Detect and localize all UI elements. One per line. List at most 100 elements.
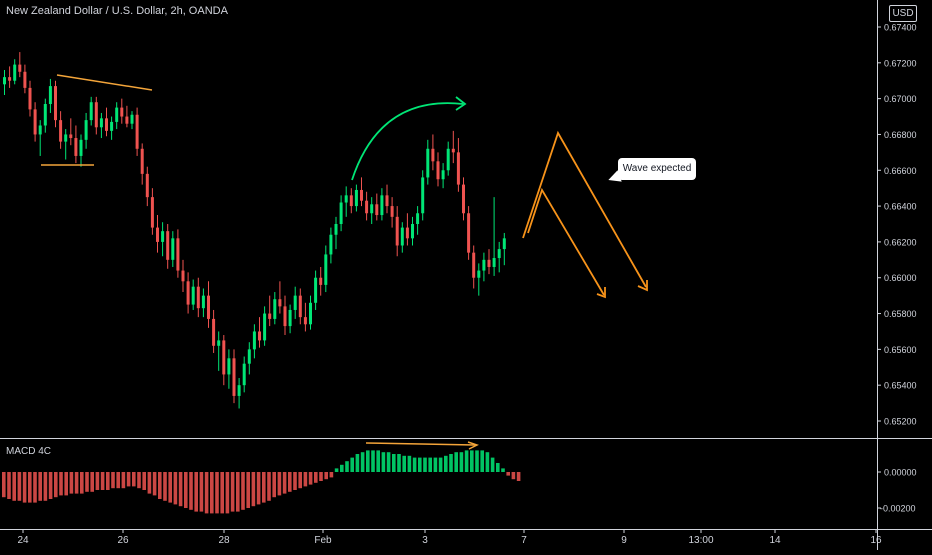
candle <box>278 281 282 314</box>
candle-body <box>380 195 384 216</box>
candle-body <box>339 202 343 224</box>
candle <box>462 177 465 221</box>
candle <box>258 317 261 348</box>
macd-bar <box>256 472 261 505</box>
wave-callout[interactable]: Wave expected <box>618 158 696 180</box>
candle-body <box>171 238 175 260</box>
price-tick-label: 0.66200 <box>884 237 917 247</box>
candle-body <box>99 118 103 128</box>
candle <box>324 245 328 293</box>
time-tick-label: 3 <box>422 535 428 546</box>
macd-bar <box>470 450 474 472</box>
macd-bar <box>126 472 131 487</box>
candle <box>431 134 435 171</box>
candle <box>339 195 343 232</box>
candle-body <box>196 286 200 309</box>
macd-bar <box>459 452 464 472</box>
macd-bar <box>132 472 136 487</box>
candle-body <box>472 252 476 278</box>
candle <box>18 52 22 78</box>
candle-body <box>176 238 180 271</box>
candle <box>446 141 450 176</box>
candle-body <box>3 77 6 85</box>
candle-body <box>309 302 312 325</box>
candle <box>360 177 363 207</box>
candle-body <box>283 306 287 327</box>
price-tick-label: 0.67000 <box>884 94 917 104</box>
candle <box>416 206 420 235</box>
price-tick-label: 0.65800 <box>884 309 917 319</box>
candle-body <box>375 204 379 216</box>
candle-body <box>365 200 369 214</box>
candle-body <box>400 227 404 246</box>
candle <box>130 111 134 130</box>
macd-bar <box>22 472 27 503</box>
macd-bar <box>210 472 214 514</box>
candle <box>303 302 307 332</box>
candle <box>273 292 277 325</box>
macd-bar <box>168 472 172 503</box>
candle <box>411 216 414 246</box>
candle-body <box>237 385 241 396</box>
time-tick-label: 16 <box>870 535 882 546</box>
macd-bar <box>381 452 386 472</box>
candle <box>314 270 318 310</box>
macd-bar <box>69 472 74 494</box>
price-tick-label: 0.66400 <box>884 202 917 212</box>
candle-body <box>324 254 328 285</box>
macd-bar <box>38 472 42 501</box>
symbol-title[interactable]: New Zealand Dollar / U.S. Dollar, 2h, OA… <box>6 5 228 17</box>
macd-bar <box>397 454 401 472</box>
macd-bar <box>90 472 94 492</box>
candle-body <box>426 148 430 178</box>
macd-bar <box>386 452 391 472</box>
candle-body <box>446 148 450 171</box>
candle-body <box>59 120 63 142</box>
macd-tick-label: -0.00200 <box>880 504 916 514</box>
candle-body <box>89 102 93 121</box>
macd-bar <box>267 472 271 501</box>
candle <box>89 96 93 126</box>
macd-bar <box>251 472 256 507</box>
price-tick-label: 0.65200 <box>884 417 917 427</box>
candle-body <box>110 121 114 131</box>
candle-body <box>191 286 195 305</box>
candle <box>390 197 394 228</box>
indicator-title[interactable]: MACD 4C <box>6 446 52 457</box>
candle-body <box>462 184 465 214</box>
candle <box>181 259 185 293</box>
time-tick-label: 28 <box>218 535 230 546</box>
wave-arrow-upper <box>522 130 647 288</box>
candle-body <box>354 189 358 207</box>
macd-bar <box>80 472 84 494</box>
macd-bar <box>2 472 6 498</box>
candle <box>344 186 348 217</box>
candle <box>237 378 241 409</box>
currency-badge[interactable]: USD <box>889 5 917 22</box>
candle <box>497 241 501 273</box>
price-tick-label: 0.66600 <box>884 166 917 176</box>
candle-body <box>385 195 389 207</box>
candle <box>451 130 455 164</box>
candle-body <box>421 177 425 214</box>
candle <box>3 69 6 96</box>
time-tick-label: 24 <box>17 535 29 546</box>
candle-body <box>207 295 210 319</box>
candle-body <box>125 116 129 124</box>
candle-body <box>79 139 83 156</box>
candle-body <box>319 277 323 285</box>
macd-bar <box>199 472 204 512</box>
candle <box>293 286 297 319</box>
macd-bar <box>438 457 443 472</box>
macd-bar <box>501 468 505 472</box>
macd-bar <box>59 472 63 496</box>
macd-bar <box>355 454 360 472</box>
macd-bar <box>225 472 230 514</box>
candle-body <box>344 195 348 203</box>
candle <box>43 98 47 133</box>
macd-bar <box>303 472 308 487</box>
candle <box>370 197 374 224</box>
candle <box>329 227 333 264</box>
candle <box>268 295 272 327</box>
